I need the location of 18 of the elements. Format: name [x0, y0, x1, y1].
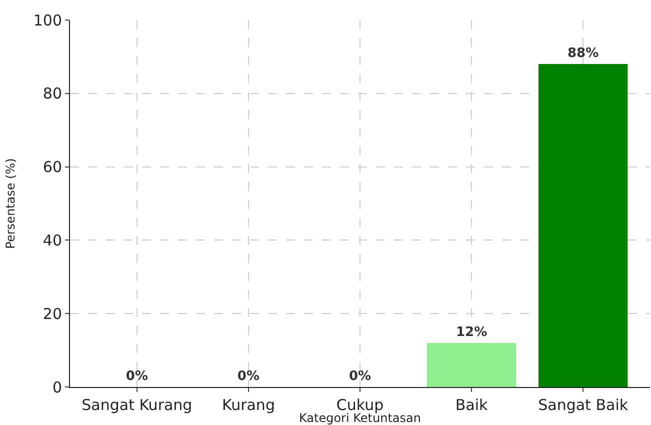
data-label: 12%	[456, 324, 488, 340]
data-label: 0%	[237, 369, 260, 384]
y-tick-label: 40	[42, 231, 62, 250]
y-tick-label: 20	[42, 304, 62, 323]
x-tick-label: Sangat Kurang	[82, 396, 192, 414]
y-tick-label: 0	[52, 378, 62, 396]
data-label: 88%	[568, 46, 599, 62]
y-tick-label: 100	[33, 11, 62, 30]
x-tick-label: Cukup	[336, 396, 384, 414]
x-axis-title: Kategori Ketuntasan	[299, 411, 421, 425]
y-axis-title: Persentase (%)	[4, 158, 18, 249]
y-tick-label: 80	[42, 84, 62, 103]
x-tick-label: Kurang	[222, 396, 275, 414]
y-tick-label: 60	[42, 158, 62, 176]
x-tick-label: Baik	[455, 396, 488, 414]
data-label: 0%	[126, 369, 148, 384]
x-tick-label: Sangat Baik	[538, 396, 628, 414]
data-label: 0%	[348, 369, 372, 384]
